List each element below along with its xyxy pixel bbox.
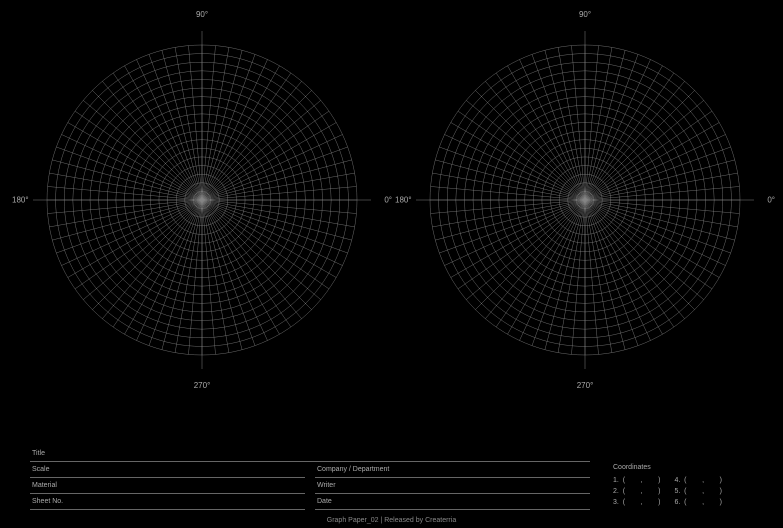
axis-label-bottom: 270°	[577, 381, 594, 390]
footer-credit: Graph Paper_02 | Released by Createrria	[0, 517, 783, 524]
polar-grid-left: 90° 0° 270° 180°	[12, 10, 392, 390]
field-label: Company / Department	[317, 466, 389, 473]
axis-label-left: 180°	[12, 196, 29, 205]
field-label: Material	[32, 482, 57, 489]
field-title: Title	[30, 446, 590, 462]
field-label: Sheet No.	[32, 498, 63, 505]
chart-area: 90° 0° 270° 180° 90° 0° 270° 180°	[0, 10, 783, 400]
axis-label-right: 0°	[384, 196, 392, 205]
field-scale: Scale	[30, 462, 305, 478]
coordinate-entry: 6. ( , )	[674, 499, 721, 506]
field-sheet-no: Sheet No.	[30, 494, 305, 510]
coordinate-entry: 1. ( , )	[613, 477, 660, 484]
field-writer: Writer	[315, 478, 590, 494]
axis-label-top: 90°	[579, 10, 591, 19]
coordinate-entry: 2. ( , )	[613, 488, 660, 495]
axis-label-top: 90°	[196, 10, 208, 19]
coordinates-heading: Coordinates	[613, 464, 773, 471]
axis-label-bottom: 270°	[194, 381, 211, 390]
field-material: Material	[30, 478, 305, 494]
field-label: Title	[32, 450, 45, 457]
axis-label-left: 180°	[395, 196, 412, 205]
coordinate-entry: 5. ( , )	[674, 488, 721, 495]
field-label: Writer	[317, 482, 336, 489]
field-company: Company / Department	[315, 462, 590, 478]
field-date: Date	[315, 494, 590, 510]
axis-label-right: 0°	[767, 196, 775, 205]
info-block: Title Scale Company / Department Materia…	[30, 446, 590, 510]
coordinate-entry: 3. ( , )	[613, 499, 660, 506]
field-label: Date	[317, 498, 332, 505]
coordinates-block: Coordinates 1. ( , ) 2. ( , ) 3. ( , ) 4. …	[613, 464, 773, 506]
coordinate-entry: 4. ( , )	[674, 477, 721, 484]
polar-grid-right: 90° 0° 270° 180°	[395, 10, 775, 390]
field-label: Scale	[32, 466, 50, 473]
